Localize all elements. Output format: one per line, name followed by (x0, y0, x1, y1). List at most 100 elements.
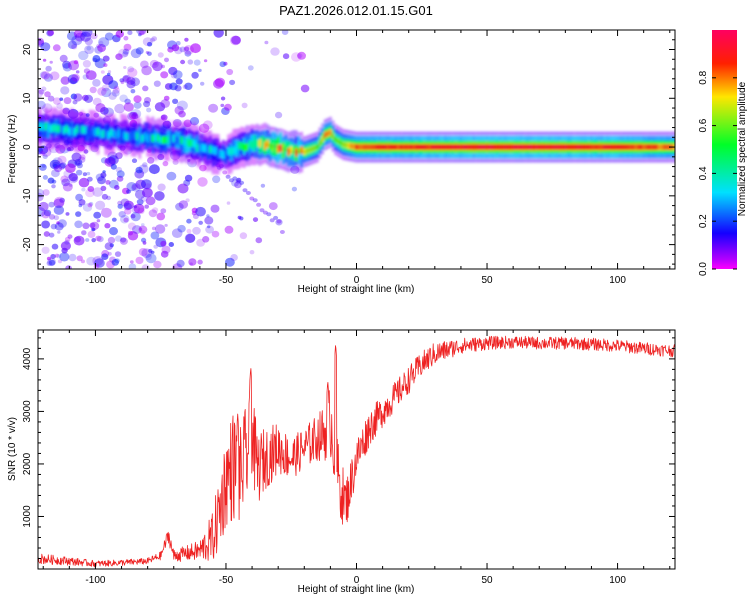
spectrogram-cell (180, 136, 184, 144)
spectrogram-cell (188, 258, 197, 266)
spectrogram-cell (110, 163, 117, 170)
spectrogram-cell (128, 263, 137, 269)
spectrogram-cell (133, 101, 142, 109)
spectrogram-cell (174, 106, 184, 115)
spectrogram-cell (287, 147, 291, 156)
spectrogram-cell (223, 61, 228, 66)
spectrogram-cell (133, 95, 142, 103)
spectrogram-cell (53, 198, 65, 209)
spectrogram-cell (86, 171, 91, 176)
spectrogram-cell (225, 257, 235, 267)
spectrogram-cell (206, 214, 210, 218)
spectrogram-cell (247, 65, 254, 71)
spectrogram-cell (86, 256, 97, 266)
spectrogram-cell (59, 197, 65, 203)
spectrogram-cell (41, 220, 50, 229)
spectrogram-cell (266, 140, 270, 148)
colorbar-label: Normalized spectral amplitude (737, 81, 748, 216)
spectrogram-cell (135, 132, 139, 140)
spectrogram-cell (71, 35, 83, 46)
spectrogram-cell (139, 30, 145, 36)
spectrogram-cell (138, 30, 147, 35)
spectrogram-cell (179, 46, 186, 53)
spectrogram-cell (229, 147, 233, 156)
spectrogram-cell (139, 227, 143, 231)
spectrogram-cell (193, 59, 201, 66)
spectrogram-cell (73, 235, 85, 246)
spectrogram-cell (138, 132, 142, 140)
spectrogram-cell (78, 50, 89, 61)
spectrogram-cell (300, 84, 310, 93)
spectrogram-cell (175, 78, 183, 85)
spectrogram-cell (80, 259, 85, 264)
spectrogram-cell (149, 37, 156, 43)
spectrogram-cell (73, 60, 79, 65)
spectrogram-cell (138, 33, 142, 37)
spectrogram-cell (157, 183, 166, 191)
spectrogram-cell (39, 122, 43, 131)
spectrogram-cell (123, 35, 129, 41)
spectrogram-cell (92, 79, 101, 87)
spectrogram-cell (229, 79, 236, 86)
spectrogram-cell (67, 40, 77, 49)
spectrogram-cell (184, 50, 192, 57)
spectrogram-cell (159, 136, 163, 144)
spectrogram-cell (44, 91, 51, 98)
spectrogram-cell (263, 142, 267, 150)
spectrogram-cell (160, 208, 167, 214)
spectrogram-cell (145, 253, 157, 264)
spectrogram-cell (206, 146, 210, 155)
spectrogram-cell (130, 89, 136, 94)
spectrogram-cell (104, 32, 114, 41)
spectrogram-cell (212, 175, 221, 184)
colorbar-tick-label: 0.2 (698, 214, 709, 228)
spectrogram-cell (226, 68, 234, 76)
spectrogram-cell (192, 213, 199, 220)
x-tick-label: 50 (481, 575, 493, 586)
spectrogram-cell (141, 134, 144, 143)
spectrogram-cell (38, 192, 44, 202)
spectrogram-cell (241, 102, 248, 109)
spectrogram-cell (190, 139, 194, 147)
spectrogram-cell (140, 229, 146, 235)
spectrogram-cell (170, 72, 178, 79)
spectrogram-cell (239, 180, 245, 185)
spectrogram-cell (42, 175, 49, 180)
spectrogram-cell (41, 164, 46, 168)
spectrogram-cell (57, 230, 61, 234)
spectrogram-cell (148, 133, 152, 141)
spectrogram-cell (73, 30, 83, 38)
spectrogram-cell (264, 40, 269, 45)
spectrogram-cell (144, 204, 149, 209)
spectrogram-cell (178, 110, 186, 118)
spectrogram-cell (41, 86, 47, 92)
spectrogram-cell (101, 130, 105, 138)
spectrogram-cell (60, 86, 70, 95)
spectrogram-cell (59, 97, 64, 101)
spectrogram-cell (100, 107, 109, 115)
spectrogram-cell (44, 122, 48, 131)
spectrogram-cell (164, 223, 168, 227)
spectrogram-cell (60, 125, 63, 133)
spectrogram-cell (111, 89, 120, 97)
spectrogram-cell (90, 227, 95, 232)
spectrogram-cell (54, 196, 65, 207)
spectrogram-cell (275, 111, 283, 119)
spectrogram-cell (49, 71, 60, 81)
y-tick-label: 2000 (22, 452, 33, 475)
spectrogram-cell (114, 185, 120, 190)
snr-axes: -100 -50 0 50 100 1000 2000 3000 4000 (22, 330, 675, 586)
spectrogram-cell (47, 123, 50, 132)
spectrogram-cell (120, 130, 123, 138)
spectrogram-cell (114, 103, 125, 114)
spectrogram-cell (271, 144, 275, 152)
spectrogram-cell (114, 258, 120, 264)
spectrogram-cell (96, 236, 104, 243)
spectrogram-cell (70, 126, 74, 135)
spectrogram-cell (115, 235, 122, 242)
spectrogram-cell (114, 85, 119, 90)
spectrogram-cell (76, 162, 83, 169)
spectrogram-cell (123, 217, 129, 223)
spectrogram-cell (152, 207, 159, 213)
spectrogram-cell (86, 46, 92, 51)
